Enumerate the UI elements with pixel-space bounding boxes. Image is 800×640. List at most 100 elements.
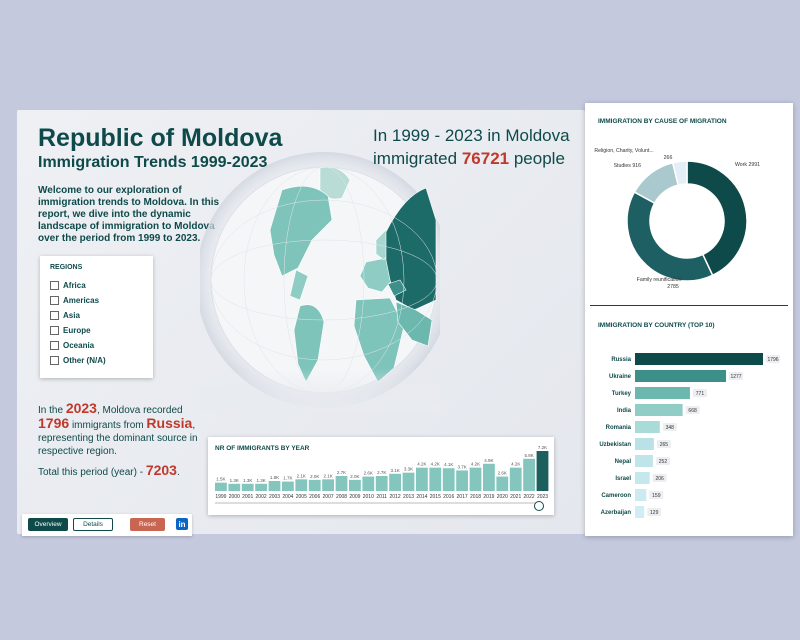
year-bar-label: 1.3K (230, 478, 239, 483)
year-bar[interactable] (241, 483, 254, 491)
donut-slice[interactable] (671, 160, 688, 186)
year-bar-label: 2.1K (323, 473, 332, 478)
country-bar[interactable] (635, 404, 683, 416)
checkbox[interactable] (50, 296, 59, 305)
year-bar-label: 2.6K (498, 471, 507, 476)
country-bar[interactable] (635, 489, 647, 501)
year-bar[interactable] (416, 467, 428, 491)
year-bar[interactable] (483, 463, 495, 491)
year-bar-label: 3.3K (404, 467, 413, 472)
region-north-america[interactable] (269, 185, 333, 277)
year-slider-handle[interactable] (534, 501, 544, 511)
year-tick-label: 2015 (430, 494, 441, 500)
checkbox[interactable] (50, 356, 59, 365)
year-bar[interactable] (429, 467, 442, 491)
year-bar-label: 2.7K (377, 470, 386, 475)
year-bar[interactable] (295, 479, 308, 491)
year-tick-label: 2023 (537, 494, 548, 500)
recorded-p1: In the (38, 405, 64, 416)
year-bar[interactable] (335, 476, 348, 491)
year-tick-label: 2014 (416, 494, 427, 500)
year-tick-label: 2009 (349, 494, 360, 500)
value-badge (692, 389, 707, 397)
region-option-oceania[interactable]: Oceania (50, 338, 143, 353)
recorded-total: 7203 (145, 462, 177, 478)
checkbox[interactable] (50, 311, 59, 320)
country-label: Ukraine (609, 374, 632, 380)
value-badge (729, 372, 744, 380)
country-label: Turkey (612, 391, 632, 397)
year-bar[interactable] (523, 458, 535, 491)
year-tick-label: 2002 (256, 494, 267, 500)
region-label: Europe (63, 326, 91, 335)
country-bar[interactable] (635, 455, 653, 467)
donut-slice[interactable] (626, 191, 714, 282)
headline-line2: immigrated 76721 people (373, 147, 570, 170)
year-tick-label: 2012 (390, 494, 401, 500)
overview-button[interactable]: Overview (28, 518, 68, 531)
country-label: Azerbaijan (601, 510, 632, 516)
year-bar[interactable] (228, 483, 241, 491)
year-bar[interactable] (255, 483, 267, 491)
recorded-p6: . (176, 467, 180, 478)
year-bar-label: 3.7K (457, 464, 466, 469)
year-bar[interactable] (282, 481, 294, 491)
recorded-p2: , Moldova recorded (96, 405, 183, 416)
country-value: 159 (652, 493, 661, 499)
region-option-europe[interactable]: Europe (50, 323, 143, 338)
year-tick-label: 2020 (497, 494, 508, 500)
year-bar[interactable] (322, 479, 334, 491)
year-bar[interactable] (509, 467, 522, 491)
country-bar[interactable] (635, 506, 645, 518)
region-label: Oceania (63, 341, 95, 350)
year-bar[interactable] (496, 476, 509, 491)
year-bar[interactable] (469, 467, 482, 491)
year-tick-label: 2011 (376, 494, 387, 500)
country-bar[interactable] (635, 472, 650, 484)
year-bar-label: 1.7K (283, 476, 292, 481)
donut-slice[interactable] (686, 160, 748, 277)
year-tick-label: 2016 (443, 494, 454, 500)
recorded-summary: In the 2023, Moldova recorded 1796 immig… (38, 400, 213, 479)
year-bar[interactable] (268, 481, 281, 491)
region-option-americas[interactable]: Americas (50, 293, 143, 308)
linkedin-icon[interactable]: in (176, 518, 188, 530)
year-bar[interactable] (402, 472, 415, 491)
country-bar[interactable] (635, 370, 727, 382)
year-bar[interactable] (308, 479, 321, 491)
reset-button[interactable]: Reset (130, 518, 165, 531)
globe-map[interactable] (200, 150, 440, 410)
checkbox[interactable] (50, 341, 59, 350)
country-value: 771 (696, 391, 705, 397)
region-option-other[interactable]: Other (N/A) (50, 353, 143, 368)
recorded-year: 2023 (65, 400, 97, 416)
year-bar-label: 5.8K (524, 453, 533, 458)
country-value: 668 (688, 408, 697, 414)
year-bar[interactable] (215, 482, 227, 491)
intro-text: Welcome to our exploration of immigratio… (38, 185, 220, 244)
year-bar[interactable] (456, 470, 468, 491)
checkbox[interactable] (50, 326, 59, 335)
headline: In 1999 - 2023 in Moldova immigrated 767… (373, 124, 570, 170)
country-bar[interactable] (635, 438, 654, 450)
country-bar[interactable] (635, 353, 763, 365)
page-subtitle: Immigration Trends 1999-2023 (38, 154, 268, 171)
checkbox[interactable] (50, 281, 59, 290)
year-bar[interactable] (389, 473, 401, 491)
country-bar[interactable] (635, 387, 690, 399)
recorded-country: Russia (146, 415, 193, 431)
year-bar[interactable] (536, 451, 549, 491)
details-button[interactable]: Details (73, 518, 113, 531)
region-label: Americas (63, 296, 100, 305)
region-label: Africa (63, 281, 86, 290)
country-value: 206 (656, 476, 665, 482)
year-bar[interactable] (375, 476, 388, 491)
country-bar[interactable] (635, 421, 660, 433)
regions-filter: REGIONS Africa Americas Asia Europe Ocea… (40, 256, 153, 378)
value-badge (647, 508, 662, 516)
year-bar[interactable] (362, 476, 375, 491)
year-bar[interactable] (442, 468, 455, 491)
year-bar[interactable] (349, 479, 361, 491)
region-option-africa[interactable]: Africa (50, 278, 143, 293)
region-option-asia[interactable]: Asia (50, 308, 143, 323)
